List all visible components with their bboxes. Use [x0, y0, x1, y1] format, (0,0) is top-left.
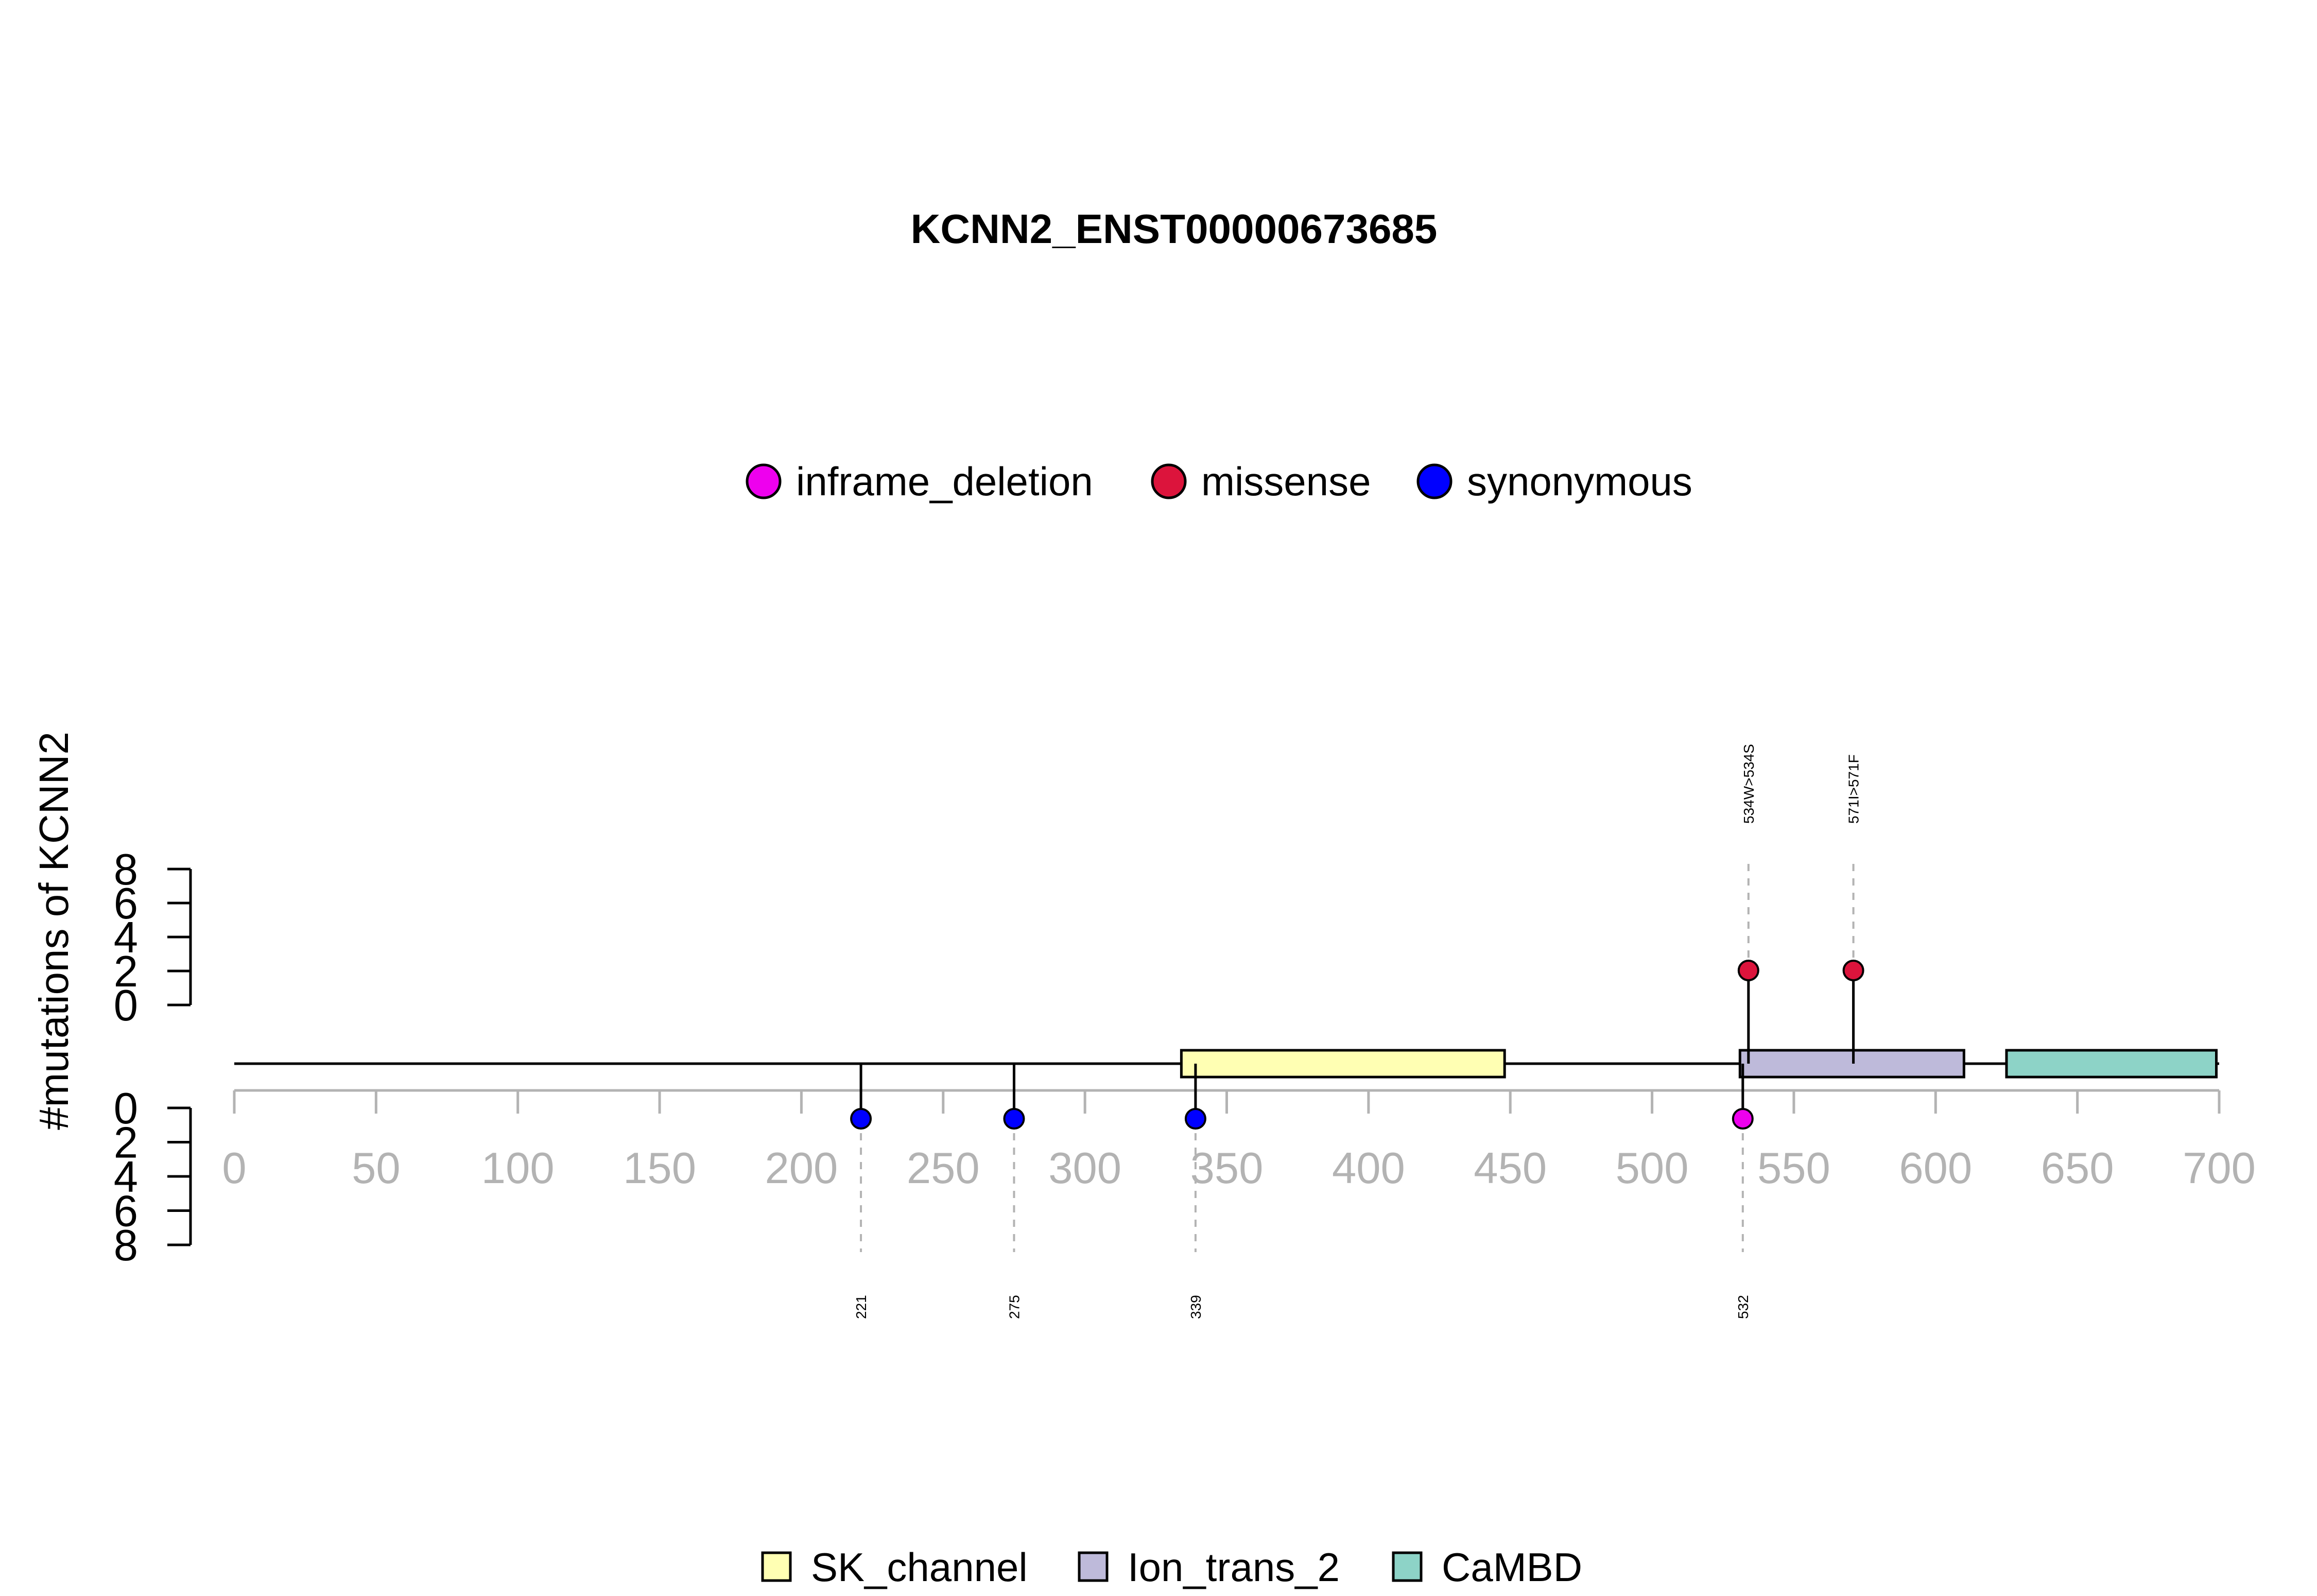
mutation-bottom: 275 — [1003, 1064, 1025, 1319]
domain-legend-item: SK_channel — [761, 1545, 1028, 1590]
mutation-label: 571I>571F — [1846, 754, 1862, 824]
legend-swatch — [1392, 1551, 1423, 1582]
x-tick-label: 350 — [1190, 1144, 1264, 1193]
mutation-dot — [1842, 960, 1864, 981]
mutation-dot — [1732, 1108, 1754, 1130]
domain-box-sk-channel — [1180, 1049, 1506, 1079]
x-tick-label: 150 — [623, 1144, 696, 1193]
x-tick-label: 450 — [1474, 1144, 1547, 1193]
mutation-bottom: 339 — [1184, 1064, 1206, 1319]
x-tick-label: 100 — [481, 1144, 555, 1193]
legend-label: SK_channel — [811, 1545, 1028, 1590]
x-tick-label: 400 — [1332, 1144, 1405, 1193]
mutation-label: 534W>534S — [1741, 744, 1757, 824]
domain-legend: SK_channel Ion_trans_2 CaMBD — [761, 1545, 1582, 1590]
legend-marker — [1151, 463, 1187, 499]
legend-marker — [746, 463, 782, 499]
mutation-legend-item: synonymous — [1416, 459, 1692, 504]
x-tick-label: 300 — [1048, 1144, 1121, 1193]
y-axis-label: #mutations of KCNN2 — [31, 732, 77, 1130]
mutation-top: 534W>534S — [1737, 744, 1759, 1064]
legend-swatch — [761, 1551, 792, 1582]
mutation-dot — [1184, 1108, 1206, 1130]
y-tick-label: 6 — [114, 879, 138, 928]
mutation-dot — [850, 1108, 872, 1130]
legend-swatch — [1078, 1551, 1109, 1582]
mutation-dot — [1737, 960, 1759, 981]
y-tick-label: 4 — [114, 913, 138, 962]
x-tick-label: 700 — [2183, 1144, 2256, 1193]
domain-boxes — [1180, 1049, 2218, 1079]
x-tick-label: 550 — [1757, 1144, 1830, 1193]
y-tick-label: 8 — [114, 1221, 138, 1270]
legend-marker — [1416, 463, 1453, 499]
mutation-legend-item: inframe_deletion — [746, 459, 1093, 504]
mutation-top: 571I>571F — [1842, 754, 1864, 1064]
x-axis: 0 50 100 150 200 250 300 350 400 450 500 550 600 650 7… — [222, 1089, 2256, 1193]
domain-box-cambd — [2005, 1049, 2218, 1079]
mutation-bottom: 221 — [850, 1064, 872, 1319]
legend-label: synonymous — [1467, 459, 1692, 504]
x-tick-label: 250 — [907, 1144, 980, 1193]
y-tick-label: 6 — [114, 1187, 138, 1236]
domain-legend-item: CaMBD — [1392, 1545, 1582, 1590]
mutation-bottom: 532 — [1732, 1064, 1754, 1319]
mutation-label: 221 — [853, 1295, 869, 1319]
domain-legend-item: Ion_trans_2 — [1078, 1545, 1340, 1590]
y-tick-label: 8 — [114, 845, 138, 894]
x-tick-label: 500 — [1616, 1144, 1689, 1193]
legend-label: inframe_deletion — [796, 459, 1093, 504]
x-tick-label: 50 — [352, 1144, 401, 1193]
mutation-legend: inframe_deletion missense synonymous — [746, 459, 1692, 504]
mutation-lollipops: 534W>534S 571I>571F 221 275 339 532 — [850, 744, 1864, 1319]
mutation-dot — [1003, 1108, 1025, 1130]
mutation-label: 339 — [1188, 1295, 1204, 1319]
x-tick-label: 600 — [1899, 1144, 1972, 1193]
legend-label: CaMBD — [1442, 1545, 1582, 1590]
x-tick-label: 0 — [222, 1144, 246, 1193]
domain-box-ion-trans-2 — [1738, 1049, 1965, 1079]
mutation-label: 275 — [1006, 1295, 1022, 1319]
chart-title: KCNN2_ENST00000673685 — [911, 206, 1438, 252]
legend-label: missense — [1201, 459, 1371, 504]
mutation-label: 532 — [1735, 1295, 1751, 1319]
mutation-legend-item: missense — [1151, 459, 1371, 504]
y-tick-label: 2 — [114, 1119, 138, 1168]
x-tick-label: 650 — [2041, 1144, 2114, 1193]
y-tick-label: 0 — [114, 981, 138, 1030]
x-tick-label: 200 — [765, 1144, 838, 1193]
y-tick-label: 2 — [114, 947, 138, 996]
y-tick-label: 0 — [114, 1084, 138, 1133]
y-tick-label: 4 — [114, 1153, 138, 1202]
legend-label: Ion_trans_2 — [1128, 1545, 1340, 1590]
